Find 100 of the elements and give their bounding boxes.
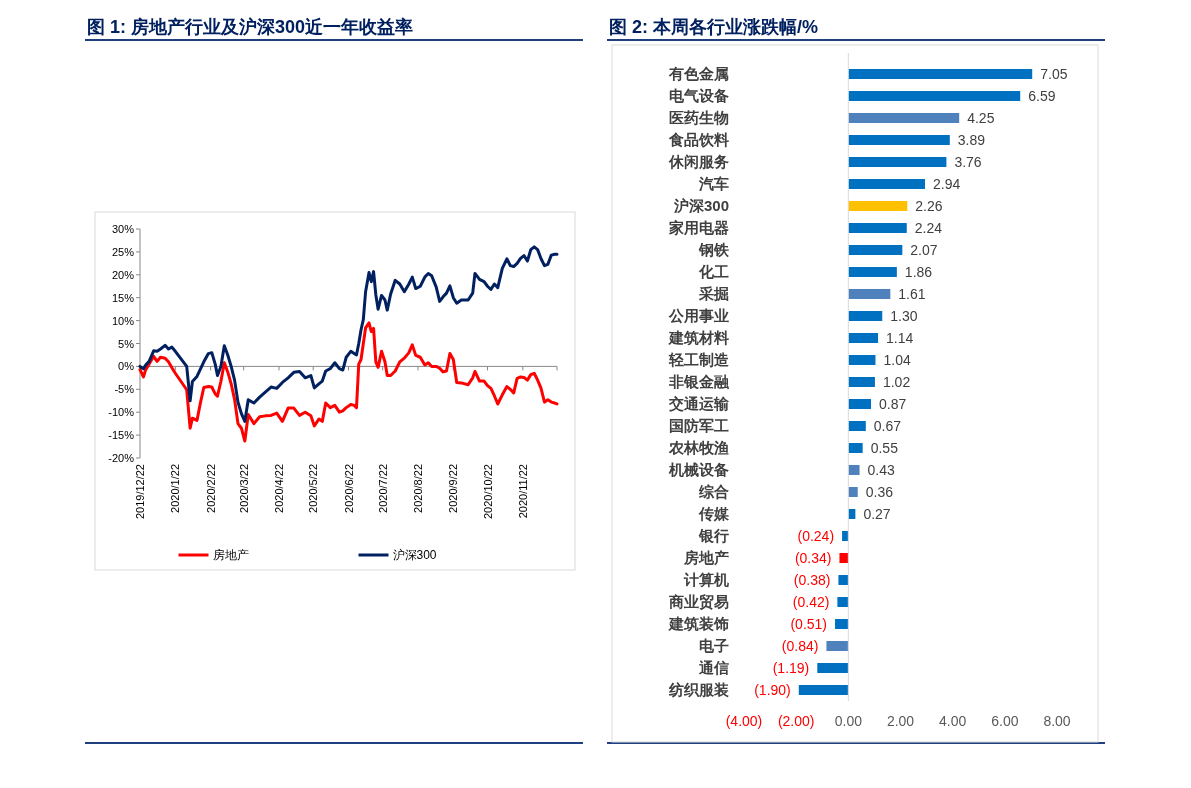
data-label: 6.59: [1028, 88, 1056, 104]
bar: [848, 223, 907, 233]
data-label: (0.24): [797, 528, 835, 544]
data-label: (1.90): [754, 682, 791, 698]
bar: [848, 113, 960, 123]
bar: [837, 597, 849, 607]
y-tick-label: 房地产: [683, 549, 729, 566]
y-tick-label: 计算机: [683, 571, 729, 588]
x-tick-label: 2020/3/22: [237, 464, 250, 513]
x-tick-label: 2020/1/22: [169, 464, 182, 513]
y-tick-label: 食品饮料: [668, 131, 729, 148]
y-tick-label: -20%: [108, 452, 135, 464]
line-series: [138, 245, 559, 423]
y-tick-label: 电气设备: [669, 87, 729, 104]
bar: [848, 267, 897, 277]
y-tick-label: 采掘: [698, 285, 729, 302]
data-label: 1.02: [882, 374, 911, 390]
y-tick-label: 20%: [111, 268, 135, 281]
bar: [838, 575, 849, 585]
data-label: (0.84): [781, 638, 819, 654]
data-label: 3.89: [957, 132, 986, 148]
x-tick-label: (2.00): [777, 713, 815, 729]
data-label: 0.87: [879, 396, 907, 412]
bar: [848, 179, 926, 189]
y-tick-label: 传媒: [698, 505, 730, 522]
line-series: [138, 321, 559, 443]
bar: [826, 641, 849, 651]
bar: [848, 421, 866, 431]
y-tick-label: 沪深300: [672, 197, 729, 214]
bar: [848, 135, 950, 145]
bar: [848, 443, 863, 453]
x-tick-label: 0.00: [834, 713, 863, 729]
y-tick-label: 25%: [111, 245, 135, 258]
y-tick-label: 非银金融: [668, 373, 730, 390]
y-tick-label: 5%: [118, 337, 135, 350]
y-tick-label: 家用电器: [668, 219, 729, 236]
data-label: 2.07: [910, 242, 938, 258]
legend-label: 房地产: [212, 548, 249, 562]
y-tick-label: 汽车: [698, 175, 729, 192]
data-label: 2.26: [915, 198, 943, 214]
data-label: 1.86: [904, 264, 933, 280]
data-label: 1.61: [898, 286, 926, 302]
bar: [798, 685, 849, 695]
x-tick-label: 2020/5/22: [307, 464, 320, 513]
y-tick-label: 0%: [118, 360, 135, 373]
data-label: (0.34): [794, 550, 832, 566]
bar: [848, 69, 1033, 79]
y-tick-label: 综合: [698, 483, 729, 500]
data-label: 3.76: [954, 154, 982, 170]
x-tick-label: 2020/4/22: [273, 464, 285, 513]
y-tick-label: 公用事业: [668, 307, 729, 324]
bar: [848, 377, 875, 387]
x-tick-label: (4.00): [725, 713, 763, 729]
bar: [848, 465, 860, 475]
data-label: 2.94: [933, 176, 961, 192]
bar: [848, 157, 947, 167]
y-tick-label: 国防军工: [669, 417, 729, 434]
bar: [842, 531, 849, 541]
y-tick-label: 商业贸易: [668, 593, 729, 610]
data-label: 0.67: [873, 418, 902, 434]
data-label: 4.25: [967, 110, 995, 126]
x-tick-label: 2020/7/22: [376, 464, 389, 513]
y-tick-label: 钢铁: [698, 241, 730, 258]
data-label: 1.14: [886, 330, 914, 346]
data-label: 2.24: [914, 220, 943, 236]
y-tick-label: 通信: [698, 659, 729, 676]
y-tick-label: 建筑装饰: [668, 615, 729, 632]
x-tick-label: 2020/9/22: [447, 464, 460, 513]
chart-title: 图 2: 本周各行业涨跌幅/%: [609, 17, 819, 37]
x-tick-label: 2020/8/22: [412, 464, 424, 513]
y-tick-label: 15%: [111, 291, 135, 304]
bar: [848, 333, 879, 343]
y-tick-label: -15%: [108, 429, 135, 442]
bar: [848, 311, 883, 321]
y-tick-label: 10%: [111, 314, 135, 327]
y-tick-label: 建筑材料: [668, 329, 729, 346]
y-tick-label: 纺织服装: [668, 681, 729, 698]
y-tick-label: 农林牧渔: [668, 439, 729, 456]
bar: [835, 619, 849, 629]
bar: [839, 553, 849, 563]
y-tick-label: -10%: [108, 406, 135, 419]
y-tick-label: 化工: [698, 263, 729, 280]
data-label: 0.55: [870, 440, 899, 456]
x-tick-label: 4.00: [939, 713, 967, 729]
y-tick-label: 银行: [698, 527, 729, 544]
data-label: 0.36: [865, 484, 894, 500]
data-label: 0.27: [863, 506, 891, 522]
data-label: (0.51): [790, 616, 828, 632]
x-tick-label: 2020/11/22: [516, 464, 529, 519]
bar: [848, 245, 903, 255]
y-tick-label: 有色金属: [668, 65, 729, 82]
data-label: (1.19): [772, 660, 810, 676]
y-tick-label: 电子: [699, 637, 729, 654]
x-tick-label: 2020/6/22: [342, 464, 355, 513]
y-tick-label: 医药生物: [669, 109, 729, 126]
data-label: 0.43: [867, 462, 896, 478]
chart-title: 图 1: 房地产行业及沪深300近一年收益率: [87, 17, 414, 37]
bar: [848, 399, 872, 409]
x-tick-label: 2.00: [886, 713, 915, 729]
x-tick-label: 6.00: [991, 713, 1019, 729]
